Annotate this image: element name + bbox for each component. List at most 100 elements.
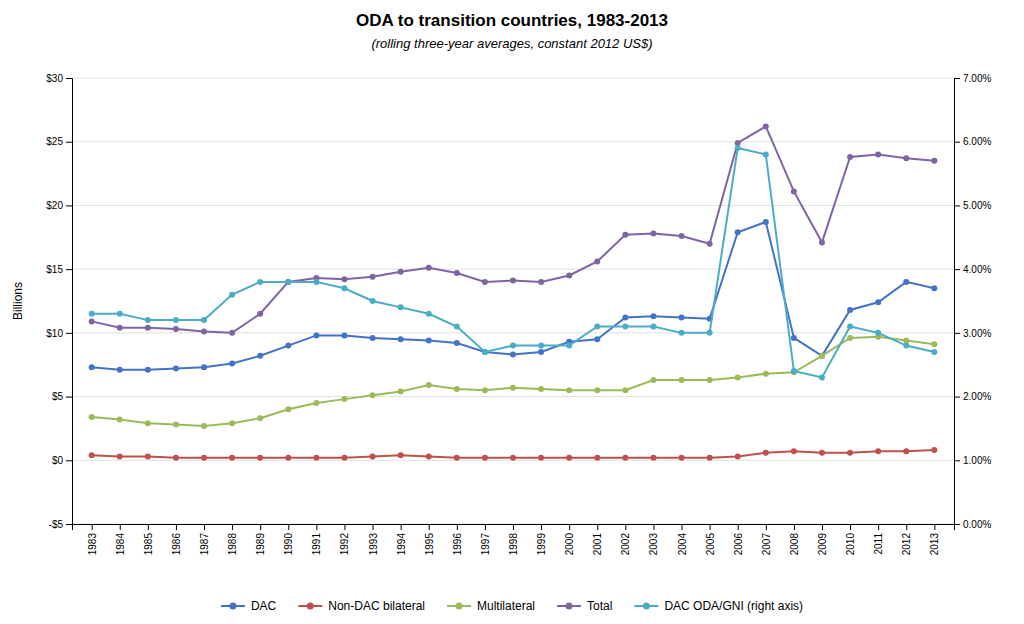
tick-label: 2008 [789,533,800,556]
legend-label: DAC ODA/GNI (right axis) [664,599,803,613]
data-point [257,455,263,461]
tick: 1984 [115,524,126,555]
data-point [735,145,741,151]
data-point [903,279,909,285]
tick-mark [954,205,960,206]
data-point [313,332,319,338]
data-point [903,343,909,349]
data-point [763,151,769,157]
data-point [819,353,825,359]
tick: 2005 [705,524,716,555]
data-point [679,330,685,336]
tick-label: 3.00% [963,328,991,339]
tick-label: 2005 [705,533,716,556]
data-point [313,279,319,285]
data-point [538,343,544,349]
legend: DACNon-DAC bilateralMultilateralTotalDAC… [221,599,803,613]
data-point [257,311,263,317]
data-point [229,292,235,298]
legend-label: Non-DAC bilateral [328,599,425,613]
data-point [931,349,937,355]
tick-label: 1998 [508,533,519,556]
tick-label: 1.00% [963,455,991,466]
data-point [89,364,95,370]
tick-label: $30 [46,73,63,84]
tick-mark [822,524,823,530]
tick: 1994 [396,524,407,555]
legend-marker [229,603,236,610]
data-point [622,315,628,321]
tick: 1990 [283,524,294,555]
data-point [847,450,853,456]
tick-mark [954,333,960,334]
tick: 1992 [339,524,350,555]
data-point [341,332,347,338]
tick: -$5 [49,519,72,530]
tick: 1.00% [954,455,991,466]
data-point [819,353,825,359]
data-point [566,343,572,349]
data-point [566,273,572,279]
tick: 2002 [620,524,631,555]
tick-label: $5 [52,391,64,402]
tick-mark [569,524,570,530]
data-point [650,230,656,236]
tick-label: 2006 [733,533,744,556]
tick-mark [204,524,205,530]
tick-label: 1991 [311,533,322,556]
tick-label: 1995 [424,533,435,556]
tick-label: 4.00% [963,264,991,275]
data-point [903,448,909,454]
tick-mark [954,397,960,398]
tick: 3.00% [954,328,991,339]
tick-mark [485,524,486,530]
data-point [285,279,291,285]
data-point [931,447,937,453]
tick-label: 2003 [648,533,659,556]
data-point [735,229,741,235]
data-point [482,387,488,393]
tick: 2000 [564,524,575,555]
tick-label: 2007 [761,533,772,556]
tick: 0.00% [954,519,991,530]
data-point [257,415,263,421]
data-point [370,335,376,341]
data-point [707,241,713,247]
tick: $10 [46,328,72,339]
tick-mark [954,460,960,461]
y-axis: -$5$0$5$10$15$20$25$30 [46,73,72,530]
data-point [398,304,404,310]
tick: 2004 [677,524,688,555]
tick: $15 [46,264,72,275]
x-axis-line [73,525,955,531]
tick-mark [738,524,739,530]
tick-mark [66,269,72,270]
data-point [482,349,488,355]
data-point [679,233,685,239]
data-point [341,285,347,291]
data-point [454,323,460,329]
subtitle: (rolling three-year averages, constant 2… [371,36,652,51]
data-point [931,158,937,164]
tick-mark [625,524,626,530]
series-line [92,126,935,332]
data-point [257,353,263,359]
data-point [566,455,572,461]
data-point [341,396,347,402]
data-point [707,455,713,461]
tick-label: 2001 [592,533,603,556]
series-line [92,148,935,377]
tick-label: 1987 [199,533,210,556]
data-point [847,335,853,341]
data-point [763,371,769,377]
data-point [285,343,291,349]
tick-label: 1999 [536,533,547,556]
data-point [679,377,685,383]
tick-label: 2010 [845,533,856,556]
y2-axis: 0.00%1.00%2.00%3.00%4.00%5.00%6.00%7.00% [954,73,991,530]
tick-label: 0.00% [963,519,991,530]
tick: 5.00% [954,200,991,211]
tick-label: 2.00% [963,391,991,402]
tick: 1986 [171,524,182,555]
tick-mark [954,524,960,525]
